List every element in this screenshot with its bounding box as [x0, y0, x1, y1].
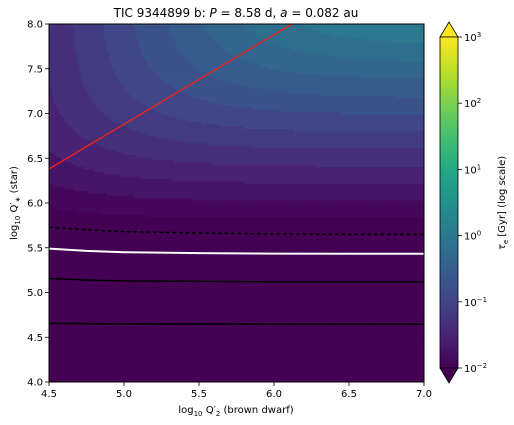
heatmap — [49, 24, 425, 383]
chart-title: TIC 9344899 b: P = 8.58 d, a = 0.082 au — [113, 6, 359, 20]
